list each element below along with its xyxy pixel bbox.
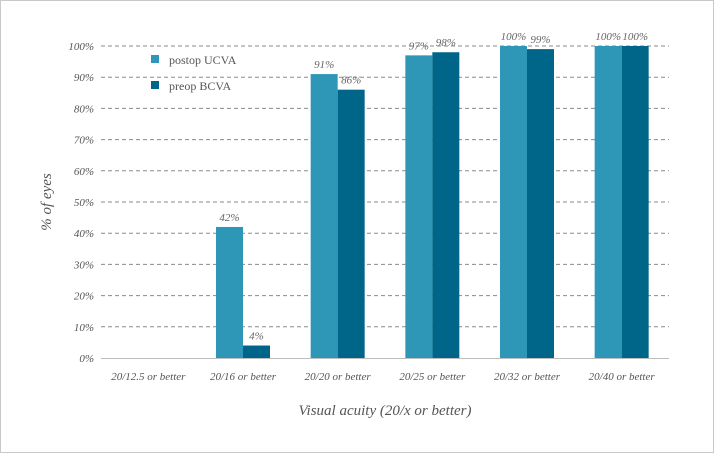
bar-preop-bcva: [527, 49, 554, 359]
bar-preop-bcva: [337, 89, 365, 359]
gridlines: [101, 45, 669, 328]
y-tick-label: 30%: [73, 259, 94, 271]
bar-postop-ucva: [216, 226, 243, 358]
data-label: 100%: [501, 31, 527, 43]
data-label: 99%: [530, 34, 550, 46]
bar-preop-bcva: [621, 46, 649, 358]
y-tick-label: 40%: [74, 228, 94, 240]
bar-postop-ucva: [500, 46, 527, 358]
y-tick-label: 10%: [74, 322, 94, 334]
y-tick-label: 60%: [74, 166, 94, 178]
data-label: 42%: [219, 212, 239, 224]
y-tick-label: 70%: [74, 135, 94, 147]
data-label: 4%: [249, 331, 264, 343]
legend-label-postop-ucva: postop UCVA: [169, 53, 237, 67]
legend-label-preop-bcva: preop BCVA: [169, 79, 231, 93]
x-tick-label: 20/25 or better: [399, 371, 466, 383]
y-tick-label: 0%: [79, 353, 94, 365]
y-tick-label: 100%: [68, 41, 94, 53]
x-axis-ticks: 20/12.5 or better 20/16 or better 20/20 or…: [111, 371, 655, 383]
x-tick-label: 20/32 or better: [494, 371, 561, 383]
y-tick-label: 90%: [74, 72, 94, 84]
x-tick-label: 20/40 or better: [589, 371, 656, 383]
x-tick-label: 20/12.5 or better: [111, 371, 186, 383]
data-label: 100%: [622, 31, 648, 43]
y-axis-title: % of eyes: [39, 173, 55, 231]
data-label: 100%: [595, 31, 621, 43]
legend-swatch-postop-ucva: [151, 55, 159, 63]
data-label: 86%: [341, 75, 361, 87]
y-tick-label: 50%: [74, 197, 94, 209]
y-tick-label: 80%: [74, 103, 94, 115]
legend: postop UCVA preop BCVA: [151, 53, 237, 93]
bar-preop-bcva: [243, 345, 270, 358]
bar-preop-bcva: [432, 52, 460, 359]
x-tick-label: 20/16 or better: [210, 371, 277, 383]
x-tick-label: 20/20 or better: [305, 371, 372, 383]
y-axis-ticks: 0% 10% 20% 30% 40% 50% 60% 70% 80% 90% 100%: [68, 41, 94, 365]
x-axis-title: Visual acuity (20/x or better): [298, 403, 471, 419]
data-label: 98%: [436, 37, 456, 49]
bars: [216, 46, 649, 359]
data-label: 97%: [409, 40, 429, 52]
bar-postop-ucva: [310, 74, 338, 358]
legend-swatch-preop-bcva: [151, 81, 159, 89]
data-label: 91%: [314, 59, 334, 71]
bar-postop-ucva: [405, 55, 433, 359]
data-labels: 42%4%91%86%97% 98%100% 99% 100% 100%: [219, 31, 648, 343]
bar-postop-ucva: [594, 46, 622, 358]
y-tick-label: 20%: [74, 291, 94, 303]
